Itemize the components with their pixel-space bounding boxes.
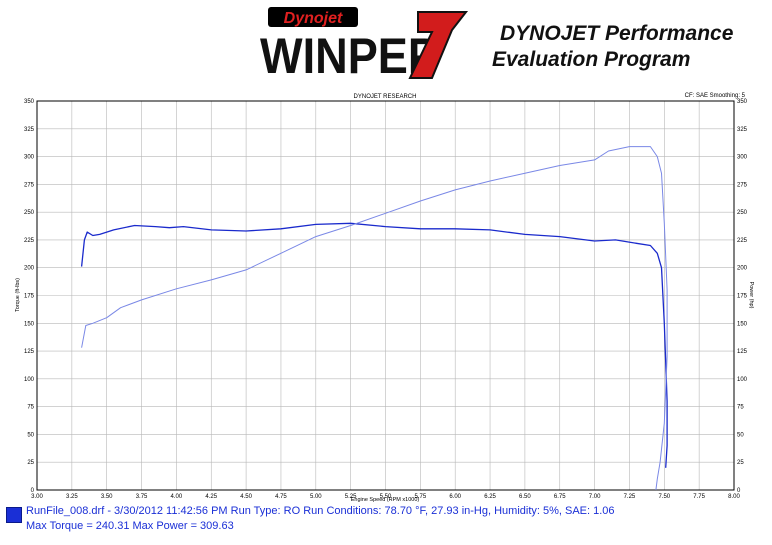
x-tick-label: 5.00 bbox=[310, 494, 322, 500]
y-axis-right-label: Power (hp) bbox=[748, 282, 754, 309]
x-tick-label: 7.75 bbox=[693, 494, 705, 500]
y-tick-label-left: 150 bbox=[24, 321, 35, 327]
y-tick-label-left: 125 bbox=[24, 349, 35, 355]
y-tick-label-left: 200 bbox=[24, 266, 35, 272]
version-seven-mark bbox=[408, 11, 469, 79]
y-tick-label-left: 25 bbox=[27, 460, 34, 466]
tick-labels: 3.00 3.25 3.50 3.75 4.00 4.25 4.50 4.75 5.00 5.25… bbox=[24, 99, 748, 500]
y-tick-label-left: 75 bbox=[27, 405, 34, 411]
x-tick-label: 5.25 bbox=[345, 494, 357, 500]
x-tick-label: 8.00 bbox=[728, 494, 740, 500]
y-tick-label-right: 225 bbox=[737, 238, 748, 244]
y-tick-label-left: 225 bbox=[24, 238, 35, 244]
tagline-line1: DYNOJET Performance bbox=[500, 22, 734, 45]
x-tick-label: 4.25 bbox=[205, 494, 217, 500]
y-tick-label-right: 250 bbox=[737, 210, 748, 216]
x-tick-label: 5.50 bbox=[380, 494, 392, 500]
y-tick-label-right: 200 bbox=[737, 266, 748, 272]
y-tick-label-left: 325 bbox=[24, 127, 35, 133]
y-tick-label-right: 0 bbox=[737, 488, 741, 494]
x-tick-label: 6.75 bbox=[554, 494, 566, 500]
y-tick-label-right: 275 bbox=[737, 182, 748, 188]
y-tick-label-right: 125 bbox=[737, 349, 748, 355]
chart-title: DYNOJET RESEARCH bbox=[354, 94, 417, 100]
y-axis-left-label: Torque (ft-lbs) bbox=[15, 278, 21, 312]
y-tick-label-right: 50 bbox=[737, 432, 744, 438]
x-tick-label: 7.25 bbox=[624, 494, 636, 500]
y-tick-label-left: 250 bbox=[24, 210, 35, 216]
plot-frame bbox=[36, 100, 735, 491]
tagline-line2: Evaluation Program bbox=[492, 48, 690, 71]
run-info-line: RunFile_008.drf - 3/30/2012 11:42:56 PM … bbox=[26, 505, 615, 517]
dyno-chart: 3.00 3.25 3.50 3.75 4.00 4.25 4.50 4.75 5.00 5.25… bbox=[15, 93, 754, 503]
x-tick-label: 6.50 bbox=[519, 494, 531, 500]
y-tick-label-left: 300 bbox=[24, 155, 35, 161]
y-tick-label-right: 75 bbox=[737, 405, 744, 411]
header-logo-area: Dynojet WINPEP DYNOJET Performance Evalu… bbox=[260, 7, 734, 84]
y-tick-label-right: 25 bbox=[737, 460, 744, 466]
y-tick-label-right: 325 bbox=[737, 127, 748, 133]
y-tick-label-left: 275 bbox=[24, 182, 35, 188]
x-tick-label: 5.75 bbox=[415, 494, 427, 500]
x-tick-label: 4.50 bbox=[240, 494, 252, 500]
dynojet-logo-text: Dynojet bbox=[284, 10, 343, 27]
y-tick-label-right: 350 bbox=[737, 99, 748, 105]
y-tick-label-left: 50 bbox=[27, 432, 34, 438]
y-tick-label-left: 100 bbox=[24, 377, 35, 383]
x-tick-label: 3.50 bbox=[101, 494, 113, 500]
dynojet-badge bbox=[268, 7, 358, 27]
max-values-line: Max Torque = 240.31 Max Power = 309.63 bbox=[26, 520, 234, 532]
x-tick-label: 6.25 bbox=[484, 494, 496, 500]
grid-layer bbox=[36, 100, 735, 491]
x-tick-label: 4.75 bbox=[275, 494, 287, 500]
y-tick-label-right: 100 bbox=[737, 377, 748, 383]
run-info-footer: RunFile_008.drf - 3/30/2012 11:42:56 PM … bbox=[6, 505, 766, 543]
y-tick-label-left: 0 bbox=[31, 488, 35, 494]
chart-corner-note: CF: SAE Smoothing: 5 bbox=[685, 93, 746, 99]
power-curve bbox=[81, 146, 668, 491]
x-tick-label: 4.00 bbox=[171, 494, 183, 500]
x-tick-label: 7.50 bbox=[658, 494, 670, 500]
series-layer bbox=[80, 146, 668, 491]
run-color-marker bbox=[6, 507, 22, 523]
y-tick-label-left: 175 bbox=[24, 294, 35, 300]
y-tick-label-right: 150 bbox=[737, 321, 748, 327]
x-tick-label: 6.00 bbox=[449, 494, 461, 500]
x-axis-label: Engine Speed (RPM x1000) bbox=[351, 497, 420, 503]
y-tick-label-left: 350 bbox=[24, 99, 35, 105]
winpep-logo-text: WINPEP bbox=[260, 28, 438, 84]
torque-curve bbox=[80, 222, 668, 468]
x-tick-label: 3.75 bbox=[136, 494, 148, 500]
x-tick-label: 3.25 bbox=[66, 494, 78, 500]
x-tick-label: 3.00 bbox=[31, 494, 43, 500]
y-tick-label-right: 300 bbox=[737, 155, 748, 161]
y-tick-label-right: 175 bbox=[737, 294, 748, 300]
x-tick-label: 7.00 bbox=[589, 494, 601, 500]
